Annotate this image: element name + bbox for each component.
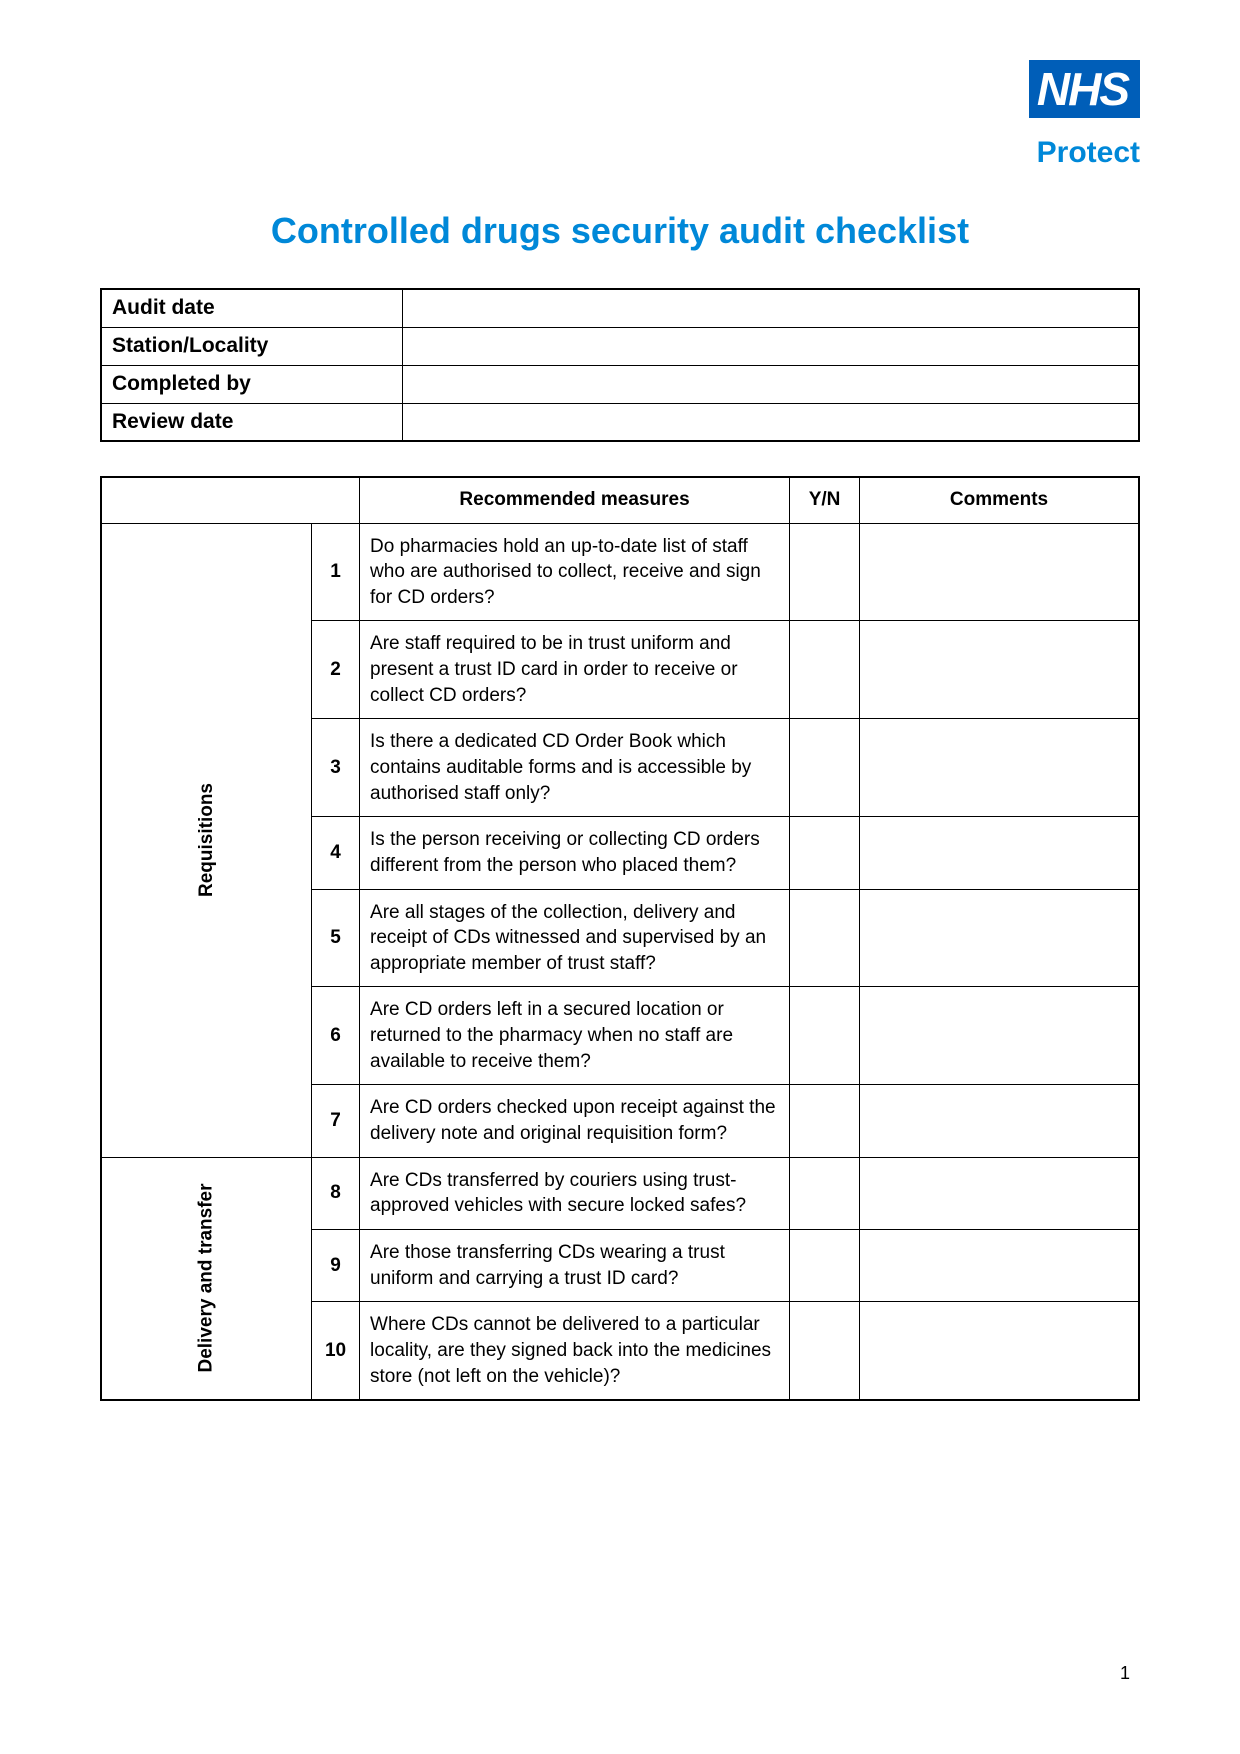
row-number: 6 xyxy=(312,987,360,1085)
header-yn: Y/N xyxy=(790,477,860,523)
subbrand-label: Protect xyxy=(100,136,1140,170)
yn-cell[interactable] xyxy=(790,987,860,1085)
measure-text: Where CDs cannot be delivered to a parti… xyxy=(360,1302,790,1400)
comments-cell[interactable] xyxy=(860,523,1139,621)
info-label: Audit date xyxy=(101,289,402,327)
measure-text: Are all stages of the collection, delive… xyxy=(360,889,790,987)
measure-text: Are CDs transferred by couriers using tr… xyxy=(360,1157,790,1229)
comments-cell[interactable] xyxy=(860,621,1139,719)
row-number: 8 xyxy=(312,1157,360,1229)
info-table: Audit date Station/Locality Completed by… xyxy=(100,288,1140,442)
yn-cell[interactable] xyxy=(790,889,860,987)
measure-text: Are CD orders left in a secured location… xyxy=(360,987,790,1085)
comments-cell[interactable] xyxy=(860,1085,1139,1157)
yn-cell[interactable] xyxy=(790,719,860,817)
yn-cell[interactable] xyxy=(790,523,860,621)
comments-cell[interactable] xyxy=(860,1302,1139,1400)
category-cell: Requisitions xyxy=(101,523,312,1157)
header-comments: Comments xyxy=(860,477,1139,523)
page-number: 1 xyxy=(1120,1663,1130,1684)
row-number: 1 xyxy=(312,523,360,621)
header-blank xyxy=(101,477,360,523)
measure-text: Are CD orders checked upon receipt again… xyxy=(360,1085,790,1157)
info-label: Completed by xyxy=(101,365,402,403)
header-row: Recommended measures Y/N Comments xyxy=(101,477,1139,523)
row-number: 9 xyxy=(312,1229,360,1301)
comments-cell[interactable] xyxy=(860,719,1139,817)
measure-text: Is there a dedicated CD Order Book which… xyxy=(360,719,790,817)
nhs-logo: NHS xyxy=(1029,60,1140,118)
measure-text: Are those transferring CDs wearing a tru… xyxy=(360,1229,790,1301)
info-row: Station/Locality xyxy=(101,327,1139,365)
row-number: 2 xyxy=(312,621,360,719)
info-value[interactable] xyxy=(402,365,1139,403)
info-label: Station/Locality xyxy=(101,327,402,365)
row-number: 3 xyxy=(312,719,360,817)
info-label: Review date xyxy=(101,403,402,441)
comments-cell[interactable] xyxy=(860,889,1139,987)
measure-text: Are staff required to be in trust unifor… xyxy=(360,621,790,719)
comments-cell[interactable] xyxy=(860,1157,1139,1229)
info-row: Review date xyxy=(101,403,1139,441)
info-value[interactable] xyxy=(402,289,1139,327)
yn-cell[interactable] xyxy=(790,1302,860,1400)
info-row: Completed by xyxy=(101,365,1139,403)
row-number: 10 xyxy=(312,1302,360,1400)
header-measures: Recommended measures xyxy=(360,477,790,523)
row-number: 5 xyxy=(312,889,360,987)
yn-cell[interactable] xyxy=(790,817,860,889)
row-number: 7 xyxy=(312,1085,360,1157)
info-row: Audit date xyxy=(101,289,1139,327)
checklist-table: Recommended measures Y/N Comments Requis… xyxy=(100,476,1140,1401)
comments-cell[interactable] xyxy=(860,817,1139,889)
yn-cell[interactable] xyxy=(790,1085,860,1157)
table-row: Delivery and transfer 8 Are CDs transfer… xyxy=(101,1157,1139,1229)
yn-cell[interactable] xyxy=(790,1157,860,1229)
measure-text: Do pharmacies hold an up-to-date list of… xyxy=(360,523,790,621)
row-number: 4 xyxy=(312,817,360,889)
header: NHS xyxy=(100,60,1140,118)
comments-cell[interactable] xyxy=(860,1229,1139,1301)
measure-text: Is the person receiving or collecting CD… xyxy=(360,817,790,889)
info-value[interactable] xyxy=(402,327,1139,365)
yn-cell[interactable] xyxy=(790,1229,860,1301)
page-title: Controlled drugs security audit checklis… xyxy=(100,210,1140,252)
info-value[interactable] xyxy=(402,403,1139,441)
table-row: Requisitions 1 Do pharmacies hold an up-… xyxy=(101,523,1139,621)
comments-cell[interactable] xyxy=(860,987,1139,1085)
yn-cell[interactable] xyxy=(790,621,860,719)
category-cell: Delivery and transfer xyxy=(101,1157,312,1400)
